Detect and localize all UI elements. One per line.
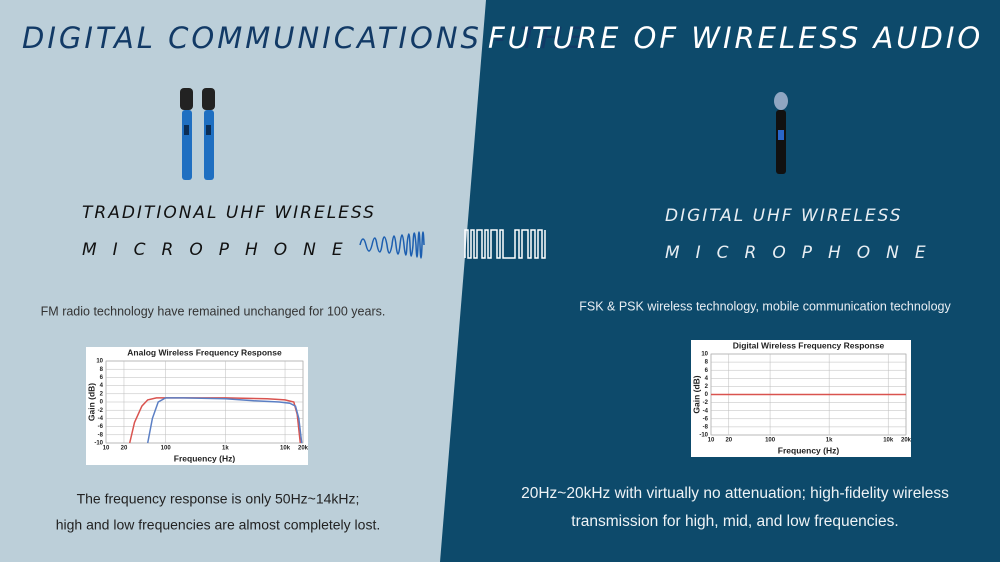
uhf-microphones: [180, 88, 215, 180]
y-axis-label: Gain (dB): [86, 383, 96, 421]
x-tick-label: 10: [103, 446, 110, 452]
x-tick-label: 20: [121, 446, 128, 452]
x-tick-label: 20k: [901, 438, 912, 444]
y-tick-label: 10: [96, 359, 103, 365]
x-tick-label: 100: [161, 446, 172, 452]
y-tick-label: 8: [100, 367, 104, 373]
y-tick-label: -6: [98, 424, 104, 430]
y-tick-label: -2: [703, 400, 709, 406]
chart-title: Digital Wireless Frequency Response: [733, 340, 885, 350]
chart-title: Analog Wireless Frequency Response: [127, 347, 282, 357]
y-tick-label: 2: [705, 384, 709, 390]
title-right: FUTURE OF WIRELESS AUDIO: [488, 21, 983, 55]
right-background: [440, 0, 1000, 562]
y-tick-label: 8: [705, 360, 709, 366]
y-tick-label: 4: [705, 376, 709, 382]
left-caption-line: The frequency response is only 50Hz~14kH…: [77, 491, 360, 507]
y-axis-label: Gain (dB): [691, 375, 701, 413]
digital-wave: [464, 229, 546, 259]
x-tick-label: 10: [708, 438, 715, 444]
digital-microphone: [774, 92, 788, 174]
y-tick-label: 0: [100, 400, 104, 406]
y-tick-label: 2: [100, 391, 104, 397]
y-tick-label: 0: [705, 392, 709, 398]
y-tick-label: -4: [98, 416, 104, 422]
y-tick-label: -10: [699, 433, 708, 439]
y-tick-label: 6: [705, 368, 709, 374]
y-tick-label: -2: [98, 408, 104, 414]
y-tick-label: 4: [100, 383, 104, 389]
y-tick-label: 6: [100, 375, 104, 381]
y-tick-label: -6: [703, 416, 709, 422]
x-tick-label: 100: [765, 438, 776, 444]
x-axis-label: Frequency (Hz): [778, 445, 840, 455]
right-caption-line: 20Hz~20kHz with virtually no attenuation…: [521, 485, 949, 502]
right-description: FSK & PSK wireless technology, mobile co…: [579, 299, 951, 313]
x-tick-label: 1k: [222, 446, 229, 452]
left-heading: TRADITIONAL UHF WIRELESS: [82, 203, 376, 223]
response-curve: [146, 397, 303, 444]
waveform: [359, 231, 425, 259]
y-tick-label: -8: [703, 424, 709, 430]
right-heading-word: MICROPHONE: [665, 243, 942, 263]
x-tick-label: 20k: [298, 446, 309, 452]
right-caption-line: transmission for high, mid, and low freq…: [571, 513, 898, 530]
left-caption-line: high and low frequencies are almost comp…: [56, 517, 381, 533]
left-description: FM radio technology have remained unchan…: [41, 304, 386, 318]
x-axis-label: Frequency (Hz): [174, 453, 236, 463]
y-tick-label: -10: [94, 441, 103, 447]
x-tick-label: 1k: [826, 438, 833, 444]
y-tick-label: -4: [703, 408, 709, 414]
title-left: DIGITAL COMMUNICATIONS - THE: [22, 21, 587, 55]
x-tick-label: 10k: [280, 446, 291, 452]
x-tick-label: 10k: [883, 438, 894, 444]
y-tick-label: 10: [701, 352, 708, 358]
y-tick-label: -8: [98, 432, 104, 438]
x-tick-label: 20: [725, 438, 732, 444]
left-heading-word: MICROPHONE: [82, 240, 359, 260]
right-heading: DIGITAL UHF WIRELESS: [665, 206, 903, 226]
